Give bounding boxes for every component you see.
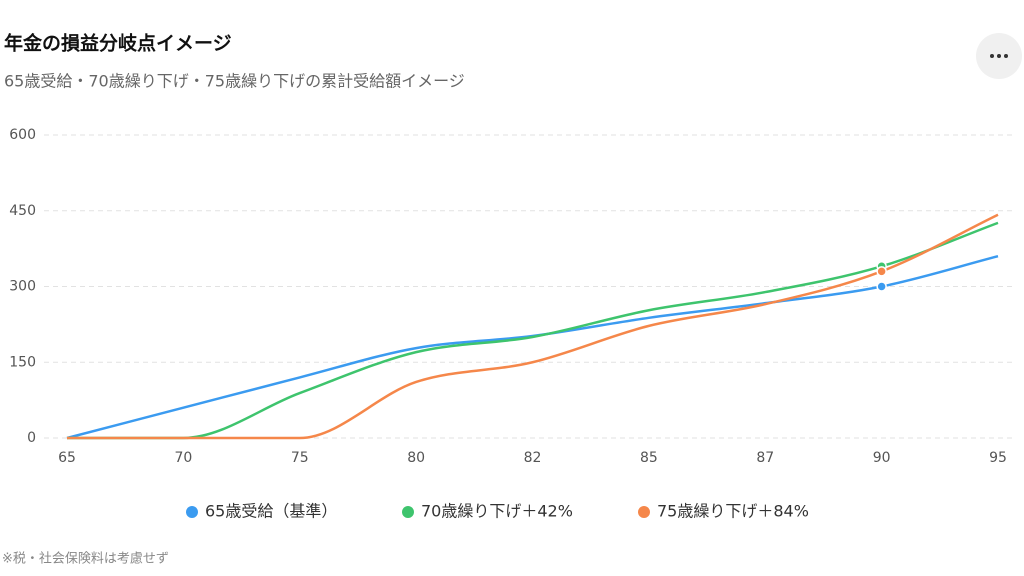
y-tick-label: 450 [9, 203, 36, 219]
x-tick-label: 65 [58, 450, 76, 466]
dot [997, 54, 1001, 58]
legend-swatch [186, 506, 198, 518]
x-tick-label: 87 [756, 450, 774, 466]
x-tick-label: 82 [524, 450, 542, 466]
y-tick-label: 300 [9, 279, 36, 295]
y-tick-label: 150 [9, 354, 36, 370]
more-button[interactable] [976, 33, 1022, 79]
highlight-dot [876, 266, 887, 277]
x-tick-label: 85 [640, 450, 658, 466]
dot [1004, 54, 1008, 58]
legend-label: 75歳繰り下げ＋84% [657, 502, 809, 521]
legend-label: 65歳受給（基準） [205, 502, 337, 521]
series-line [66, 213, 999, 440]
y-tick-label: 0 [27, 430, 36, 446]
footnote: ※税・社会保険料は考慮せず [2, 551, 169, 567]
x-tick-label: 90 [873, 450, 891, 466]
legend-label: 70歳繰り下げ＋42% [421, 502, 573, 521]
x-tick-label: 95 [989, 450, 1007, 466]
highlight-dot [876, 281, 887, 292]
x-tick-label: 80 [407, 450, 425, 466]
x-tick-label: 70 [174, 450, 192, 466]
series-line [66, 221, 999, 440]
legend-swatch [638, 506, 650, 518]
series-line [66, 254, 999, 440]
dot [990, 54, 994, 58]
x-tick-label: 75 [291, 450, 309, 466]
y-tick-label: 600 [9, 127, 36, 143]
chart-title: 年金の損益分岐点イメージ [4, 32, 232, 55]
legend-swatch [402, 506, 414, 518]
chart-subtitle: 65歳受給・70歳繰り下げ・75歳繰り下げの累計受給額イメージ [4, 72, 465, 91]
